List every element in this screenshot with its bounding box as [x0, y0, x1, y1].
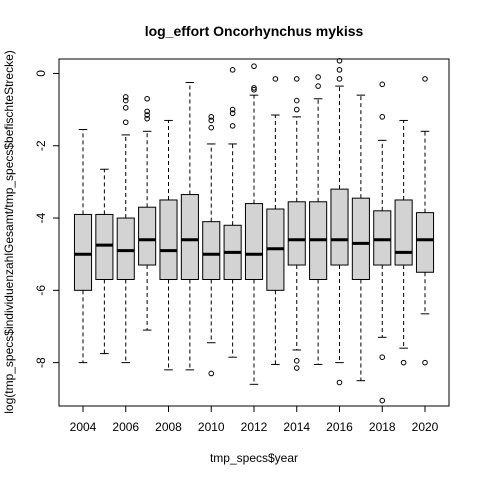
outlier-point	[208, 124, 215, 131]
x-tick-label: 2020	[412, 420, 439, 434]
box-2015	[309, 74, 328, 365]
y-tick-label: -8	[34, 357, 48, 368]
x-tick-label: 2014	[283, 420, 310, 434]
x-tick-label: 2010	[198, 420, 225, 434]
iqr-box	[351, 197, 370, 280]
box-2017	[351, 94, 370, 382]
outlier-point	[122, 97, 129, 104]
box-2012	[244, 63, 264, 385]
outlier-point	[208, 117, 215, 124]
outlier-point	[251, 86, 257, 93]
box-2020	[415, 76, 435, 366]
iqr-box	[138, 206, 157, 266]
x-tick-label: 2006	[112, 420, 139, 434]
axes: 2004 2006 2008 2010 2012 2014 2016 2018 2020 0 -2 -…	[34, 58, 450, 434]
outlier-point	[315, 83, 321, 89]
iqr-box	[373, 210, 392, 266]
box-2009	[180, 81, 199, 371]
outlier-point	[144, 108, 150, 115]
outlier-point	[379, 81, 386, 88]
x-tick-label: 2018	[369, 420, 396, 434]
iqr-box	[415, 212, 435, 273]
box-2018	[373, 81, 392, 404]
iqr-box	[202, 221, 221, 280]
x-tick-label: 2004	[70, 420, 97, 434]
box-2010	[202, 114, 221, 377]
outlier-point	[251, 63, 257, 70]
outlier-point	[229, 106, 236, 113]
iqr-box	[73, 213, 93, 291]
outlier-point	[122, 104, 129, 111]
outlier-point	[293, 365, 300, 371]
y-axis-label: log(tmp_specs$individuenzahlGesamt/tmp_s…	[2, 50, 16, 414]
iqr-box	[95, 213, 114, 280]
box-2005	[95, 168, 114, 355]
x-axis-label: tmp_specs$year	[210, 451, 298, 465]
outlier-point	[208, 370, 215, 377]
outlier-point	[336, 67, 343, 73]
outlier-point	[144, 112, 150, 118]
outlier-point	[229, 67, 236, 73]
x-tick-label: 2012	[241, 420, 268, 434]
box-2014	[287, 76, 306, 371]
iqr-box	[116, 217, 135, 280]
outlier-point	[379, 114, 386, 120]
outlier-point	[272, 76, 279, 82]
outlier-point	[293, 358, 300, 364]
outlier-point	[144, 115, 150, 122]
box-2013	[266, 76, 285, 365]
outlier-point	[315, 74, 321, 80]
x-tick-label: 2008	[155, 420, 182, 434]
outlier-point	[400, 359, 407, 366]
y-tick-label: 0	[34, 70, 48, 77]
outlier-point	[379, 354, 386, 361]
box-2019	[394, 119, 413, 366]
iqr-box	[287, 201, 306, 266]
box-2008	[159, 119, 178, 371]
outlier-point	[251, 85, 257, 91]
iqr-box	[159, 199, 178, 280]
box-2004	[73, 128, 93, 364]
outlier-point	[229, 123, 236, 129]
outlier-point	[422, 76, 428, 82]
box-2011	[223, 67, 242, 358]
y-tick-label: -4	[34, 212, 48, 223]
outlier-point	[208, 114, 215, 120]
outlier-point	[379, 397, 386, 404]
iqr-box	[394, 199, 413, 266]
outlier-point	[122, 119, 129, 126]
outlier-point	[336, 379, 343, 386]
chart-title: log_effort Oncorhynchus mykiss	[145, 23, 364, 39]
box-2007	[138, 95, 157, 331]
outlier-point	[293, 97, 300, 104]
box-2016	[330, 58, 349, 386]
outlier-point	[422, 359, 428, 366]
y-tick-label: -6	[34, 285, 48, 296]
x-tick-label: 2016	[326, 420, 353, 434]
outlier-point	[144, 95, 150, 102]
iqr-box	[244, 203, 264, 280]
box-2006	[116, 94, 135, 364]
iqr-box	[330, 188, 349, 266]
iqr-box	[180, 194, 199, 280]
outlier-point	[122, 94, 129, 100]
y-tick-label: -2	[34, 140, 48, 151]
outlier-point	[336, 76, 343, 82]
plot-area	[73, 58, 435, 404]
outlier-point	[229, 110, 236, 117]
outlier-point	[293, 106, 300, 113]
outlier-point	[293, 76, 300, 82]
